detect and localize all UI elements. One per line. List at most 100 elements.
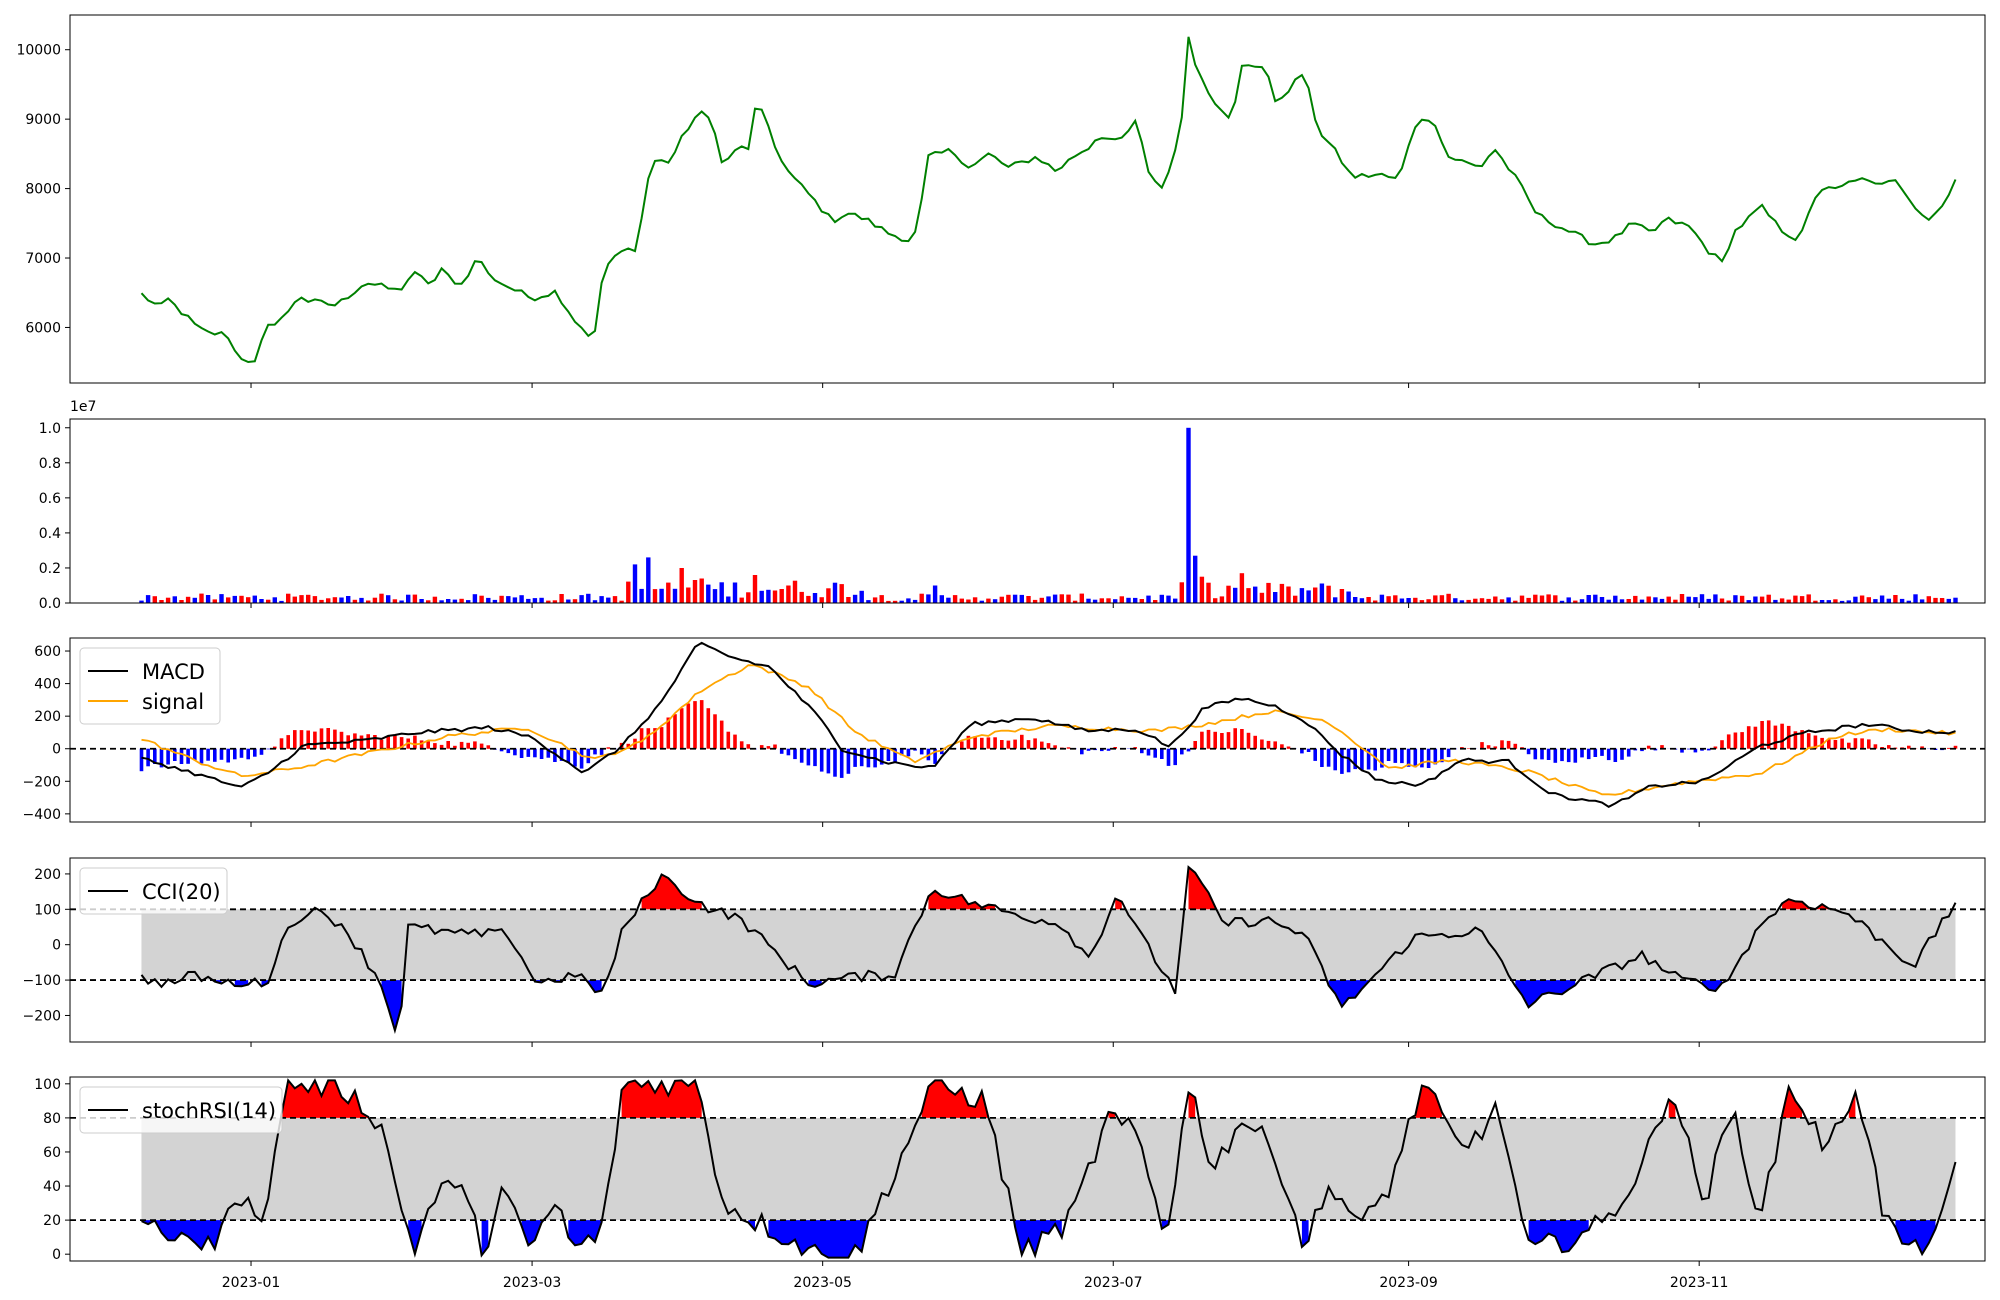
volume-bar (1079, 593, 1084, 603)
macd-ytick-label: 200 (34, 709, 61, 725)
volume-bar (1119, 596, 1124, 603)
macd-histogram-bar (373, 735, 377, 749)
cci-oversold-fill (1515, 980, 1576, 1008)
macd-histogram-bar (319, 728, 324, 749)
volume-bar (919, 593, 924, 603)
volume-bar (612, 596, 618, 603)
volume-bar (1233, 587, 1238, 603)
volume-ytick-label: 0.2 (39, 561, 61, 577)
macd-histogram-bar (759, 745, 764, 749)
volume-bar (1593, 594, 1598, 603)
volume-bar (1193, 555, 1198, 603)
macd-histogram-bar (599, 748, 604, 755)
cci-ytick-label: 0 (52, 938, 61, 954)
stochrsi-frame (69, 1076, 1986, 1262)
volume-bar (659, 588, 664, 603)
macd-histogram-bar (1040, 741, 1044, 749)
volume-bar (1072, 600, 1078, 603)
macd-histogram-bar (1160, 748, 1164, 759)
macd-histogram-bar (286, 735, 290, 749)
macd-panel: −400 −200 0 200 400 600 MACD signal (23, 637, 1986, 823)
macd-histogram-bar (1746, 726, 1751, 749)
volume-bar (732, 582, 738, 603)
macd-histogram-bar (746, 744, 751, 749)
volume-bar (1226, 585, 1231, 603)
volume-bar (259, 599, 264, 603)
macd-histogram-bar (1313, 748, 1317, 761)
price-ytick-label: 9000 (25, 112, 61, 128)
macd-histogram-bar (1206, 729, 1211, 749)
macd-histogram-bar (1106, 748, 1111, 751)
volume-bar (499, 595, 504, 603)
volume-bar (1799, 596, 1805, 603)
stochrsi-overbought-fill (1188, 1092, 1196, 1118)
volume-bar (666, 582, 671, 603)
macd-histogram-bar (1046, 743, 1051, 749)
stochrsi-overbought-fill (621, 1080, 702, 1118)
macd-histogram-bar (933, 748, 937, 764)
volume-bar (472, 594, 478, 603)
volume-bar (1406, 598, 1411, 603)
volume-bar (426, 600, 431, 603)
volume-bar (619, 600, 624, 603)
volume-bar (906, 598, 911, 603)
macd-histogram-bar (386, 736, 390, 749)
legend-box (79, 867, 228, 915)
macd-histogram-bar (146, 748, 150, 767)
macd-histogram-bar (593, 748, 597, 755)
macd-histogram-bar (586, 748, 591, 764)
volume-bar (1306, 590, 1311, 603)
volume-bar (486, 597, 491, 603)
macd-histogram-bar (666, 717, 671, 749)
volume-bar (1746, 600, 1751, 603)
macd-histogram-bar (993, 737, 997, 749)
volume-bar (459, 598, 464, 603)
macd-histogram-bar (1766, 720, 1771, 749)
volume-bar (1293, 595, 1298, 603)
macd-histogram-bar (459, 741, 464, 749)
macd-histogram-bar (1240, 729, 1244, 749)
volume-bar (1606, 599, 1611, 603)
macd-histogram-bar (719, 720, 724, 749)
volume-bar (366, 600, 371, 603)
macd-histogram-bar (653, 728, 657, 749)
macd-histogram-bar (1146, 748, 1151, 756)
stochrsi-oversold-fill (1015, 1220, 1062, 1256)
stochrsi-ytick-label: 80 (43, 1111, 61, 1127)
macd-histogram-bar (919, 748, 924, 755)
volume-bar (1659, 598, 1665, 603)
macd-histogram-bar (546, 748, 551, 758)
macd-histogram-bar (399, 737, 404, 749)
volume-bar (1366, 597, 1371, 603)
volume-bar (1419, 600, 1425, 603)
stochrsi-oversold-fill (1301, 1220, 1309, 1247)
volume-bar (1066, 594, 1071, 603)
macd-histogram-bar (1806, 733, 1811, 749)
macd-histogram-bar (813, 748, 817, 767)
macd-histogram-bar (1847, 742, 1851, 749)
macd-histogram-bar (1693, 748, 1698, 753)
cci-overbought-fill (641, 874, 702, 910)
macd-histogram-bar (419, 740, 424, 749)
stochrsi-ytick-label: 0 (52, 1247, 61, 1263)
stochrsi-overbought-fill (1415, 1085, 1442, 1118)
volume-bar (772, 590, 778, 603)
volume-bar (1633, 595, 1638, 603)
price-line (140, 36, 1957, 364)
macd-histogram-bar (1726, 734, 1731, 749)
macd-histogram-bar (1553, 748, 1558, 763)
macd-ytick-label: 600 (34, 644, 61, 660)
macd-histogram-bar (1226, 732, 1231, 749)
macd-histogram-bar (359, 735, 364, 749)
volume-bar (1473, 598, 1478, 603)
volume-bar (212, 599, 217, 603)
volume-bar (1113, 599, 1118, 603)
volume-bar (1639, 599, 1645, 603)
volume-bar (1446, 593, 1451, 603)
volume-bar (339, 597, 344, 603)
volume-bar (986, 598, 991, 603)
macd-histogram-bar (486, 745, 491, 749)
macd-histogram-bar (559, 748, 564, 761)
volume-bar (399, 600, 404, 603)
macd-histogram-bar (366, 734, 370, 749)
